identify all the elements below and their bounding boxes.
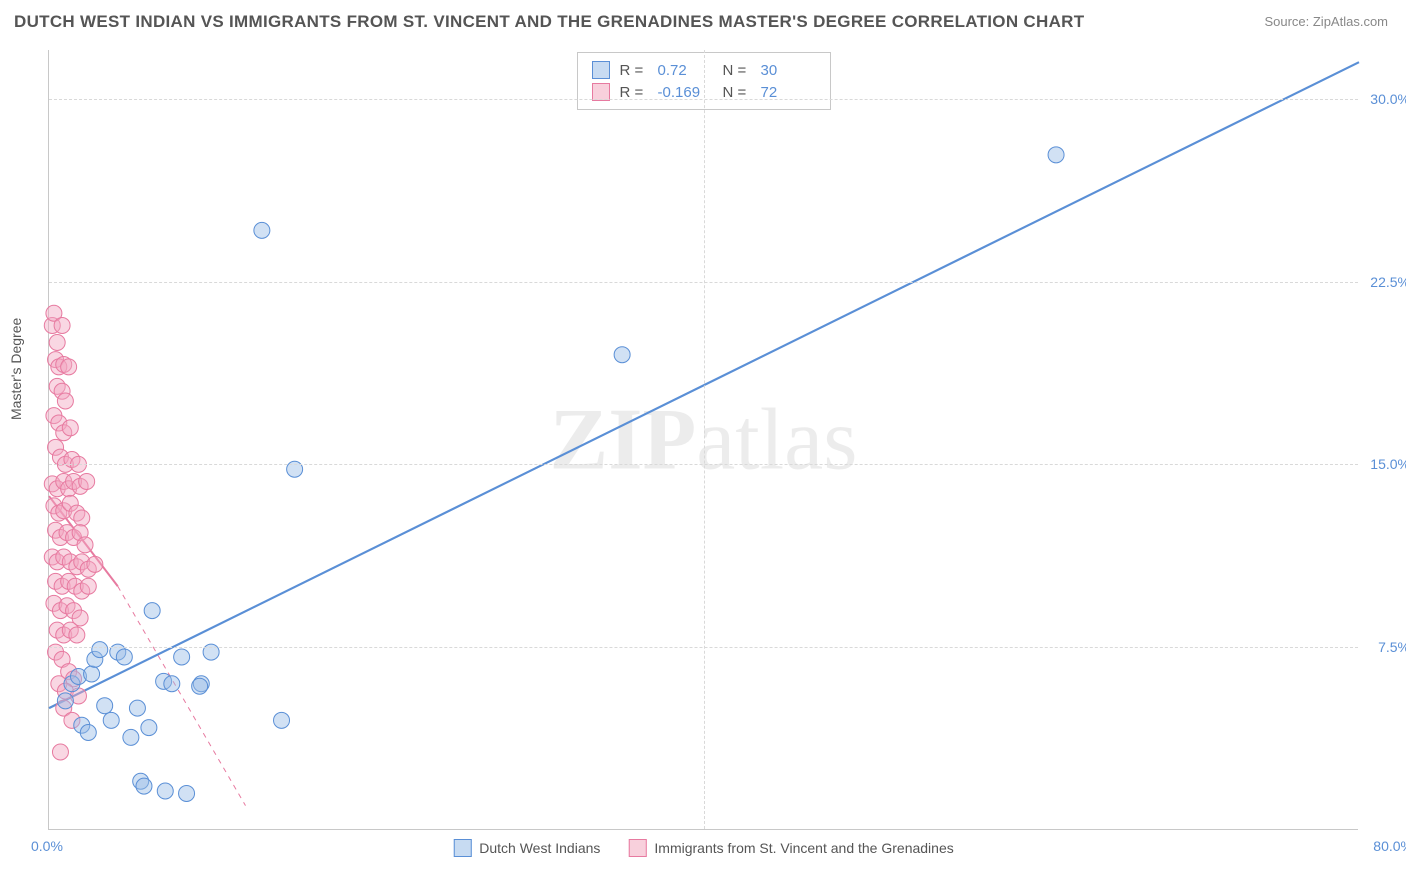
n-value-blue: 30 [761,62,816,79]
y-tick: 15.0% [1370,456,1406,472]
legend-item-blue: Dutch West Indians [453,839,600,857]
series-legend: Dutch West Indians Immigrants from St. V… [453,839,953,857]
y-tick: 30.0% [1370,91,1406,107]
source-label: Source: ZipAtlas.com [1264,14,1388,29]
x-tick-max: 80.0% [1373,838,1406,854]
legend-item-pink: Immigrants from St. Vincent and the Gren… [628,839,953,857]
blue-swatch-icon [592,61,610,79]
y-tick: 7.5% [1378,639,1406,655]
pink-swatch-icon [628,839,646,857]
y-tick: 22.5% [1370,274,1406,290]
x-tick-min: 0.0% [31,838,63,854]
y-axis-label: Master's Degree [8,318,24,420]
chart-title: DUTCH WEST INDIAN VS IMMIGRANTS FROM ST.… [14,12,1084,32]
blue-swatch-icon [453,839,471,857]
chart-area: ZIPatlas 0.0% 80.0% R = 0.72 N = 30 R = … [48,50,1358,830]
